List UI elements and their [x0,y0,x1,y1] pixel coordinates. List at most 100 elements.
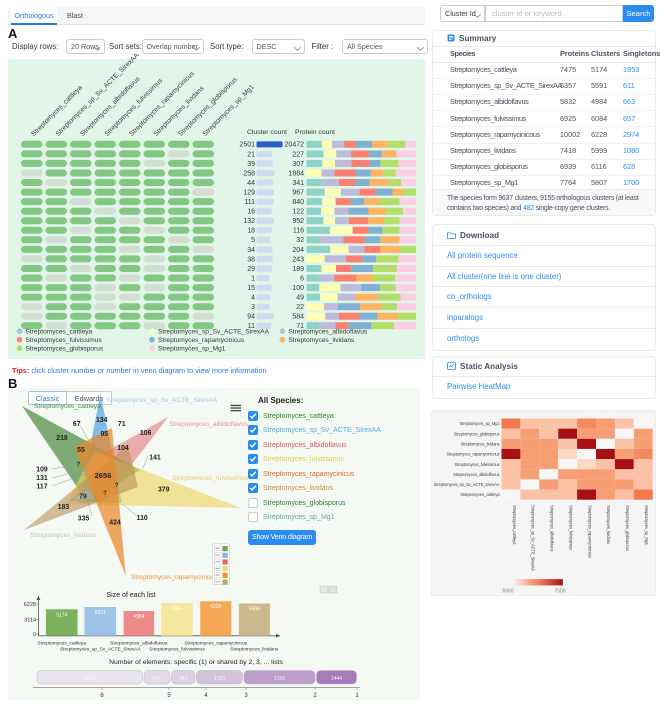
svg-text:15: 15 [247,285,255,292]
svg-text:4: 4 [204,693,208,699]
svg-text:Streptomyces_cattleya: Streptomyces_cattleya [26,329,93,336]
svg-text:3114: 3114 [24,618,36,624]
svg-text:11: 11 [248,323,255,330]
svg-text:Streptomyces_albidoflavus: Streptomyces_albidoflavus [550,505,555,551]
svg-text:341: 341 [292,180,304,187]
svg-text:Streptomyces_rapamycinicous: Streptomyces_rapamycinicous [587,505,592,558]
svg-text:Streptomyces_albidoflavus: Streptomyces_albidoflavus [110,640,168,646]
svg-text:110: 110 [137,515,148,522]
svg-text:Streptomyces_cattleya: Streptomyces_cattleya [460,492,500,497]
svg-text:Streptomyces_sp_Mg1: Streptomyces_sp_Mg1 [644,505,649,546]
svg-text:4984: 4984 [133,614,144,620]
svg-text:38: 38 [247,256,255,263]
svg-text:Streptomyces_rapamycinicus: Streptomyces_rapamycinicus [184,640,247,646]
svg-text:0: 0 [33,632,36,638]
svg-text:2656: 2656 [95,471,112,480]
svg-text:204: 204 [292,247,304,254]
svg-text:5591: 5591 [95,610,106,616]
svg-text:227: 227 [292,151,304,158]
svg-text:840: 840 [292,199,304,206]
svg-text:967: 967 [292,190,304,197]
svg-text:Protein count: Protein count [295,129,335,136]
svg-text:1: 1 [355,693,359,699]
svg-text:49: 49 [296,295,304,302]
svg-text:Streptomyces_fulvissimus: Streptomyces_fulvissimus [26,337,103,344]
svg-text:55: 55 [77,447,85,454]
svg-text:Streptomyces_sp_Mg1: Streptomyces_sp_Mg1 [460,421,501,426]
svg-text:Streptomyces_fulvissimus: Streptomyces_fulvissimus [172,475,249,482]
svg-text:3: 3 [244,693,248,699]
svg-text:Streptomyces_lividans: Streptomyces_lividans [606,505,611,544]
svg-text:122: 122 [292,209,304,216]
svg-text:2166: 2166 [274,676,285,682]
svg-text:Streptomyces_globisporus: Streptomyces_globisporus [26,346,104,353]
svg-text:307: 307 [292,161,304,168]
svg-text:100: 100 [292,285,304,292]
svg-text:5999: 5999 [249,607,260,613]
svg-text:6228: 6228 [24,602,36,608]
svg-text:Streptomyces_lividans: Streptomyces_lividans [461,442,500,447]
svg-text:32: 32 [296,237,304,244]
svg-text:117: 117 [36,484,47,491]
svg-text:Streptomyces_cattleya: Streptomyces_cattleya [34,403,101,410]
svg-text:Streptomyces_albidoflavus: Streptomyces_albidoflavus [169,421,249,428]
svg-text:2656: 2656 [84,676,95,682]
svg-text:Streptomyces_rapamycinicous: Streptomyces_rapamycinicous [131,574,221,581]
svg-text:6228: 6228 [210,604,221,610]
svg-text:258: 258 [243,170,255,177]
svg-text:6084: 6084 [171,606,182,612]
svg-text:424: 424 [109,520,121,527]
svg-text:1884: 1884 [288,170,304,177]
svg-text:335: 335 [78,516,90,523]
svg-text:1444: 1444 [331,676,342,682]
svg-text:116: 116 [293,228,304,235]
svg-text:2501: 2501 [239,142,255,149]
svg-text:21: 21 [247,151,255,158]
svg-text:Cluster count: Cluster count [247,129,287,136]
svg-text:243: 243 [292,256,304,263]
svg-text:71: 71 [118,421,126,428]
svg-text:Size of each list: Size of each list [106,592,155,599]
svg-text:801: 801 [153,676,162,682]
svg-text:7500: 7500 [554,589,565,595]
svg-text:4: 4 [251,295,255,302]
svg-text:104: 104 [117,445,129,452]
svg-text:44: 44 [247,180,255,187]
svg-text:Streptomyces_sp_Sv_ACTE_SirexA: Streptomyces_sp_Sv_ACTE_SirexAA [531,505,536,571]
svg-text:131: 131 [36,475,48,482]
svg-text:Streptomyces_sp_Sv_ACTE_SirexA: Streptomyces_sp_Sv_ACTE_SirexAA [60,646,142,652]
svg-text:Streptomyces_fulvissimus: Streptomyces_fulvissimus [149,646,205,652]
svg-text:79: 79 [79,494,87,501]
svg-text:18: 18 [247,228,255,235]
svg-text:6960: 6960 [502,589,513,595]
svg-text:3: 3 [251,304,255,311]
svg-text:Streptomyces_sp_Sv_ACTE_SirexA: Streptomyces_sp_Sv_ACTE_SirexAA [158,329,270,336]
svg-text:1: 1 [251,275,255,282]
svg-text:Streptomyces_albidoflavus: Streptomyces_albidoflavus [453,472,499,477]
svg-text:6: 6 [100,693,104,699]
svg-text:Number of elements: specific (: Number of elements: specific (1) or shar… [109,659,283,666]
svg-text:Streptomyces_fulvissimus: Streptomyces_fulvissimus [455,462,500,467]
svg-text:Streptomyces_sp_Sv_ACTE_SirexA: Streptomyces_sp_Sv_ACTE_SirexAA [106,397,218,404]
svg-text:?: ? [115,483,119,489]
svg-text:106: 106 [140,430,152,437]
svg-text:Streptomyces_fulvissimus: Streptomyces_fulvissimus [569,505,574,550]
svg-text:132: 132 [243,218,255,225]
svg-text:141: 141 [149,455,161,462]
svg-text:20472: 20472 [285,142,305,149]
svg-text:183: 183 [58,504,70,511]
svg-text:109: 109 [36,467,48,474]
svg-text:Streptomyces_rapamycinicus: Streptomyces_rapamycinicus [158,337,245,344]
svg-text:67: 67 [73,421,81,428]
svg-text:Streptomyces_sp_Mg1: Streptomyces_sp_Mg1 [158,346,226,353]
svg-text:218: 218 [56,435,68,442]
svg-text:?: ? [103,491,107,497]
svg-text:39: 39 [247,161,255,168]
svg-text:111: 111 [244,199,255,206]
svg-text:940: 940 [179,676,188,682]
svg-text:71: 71 [296,323,304,330]
svg-text:Streptomyces_globisporus: Streptomyces_globisporus [625,505,630,551]
svg-text:Streptomyces_cattleya: Streptomyces_cattleya [37,640,86,646]
svg-text:2: 2 [313,693,317,699]
svg-text:189: 189 [292,266,304,273]
